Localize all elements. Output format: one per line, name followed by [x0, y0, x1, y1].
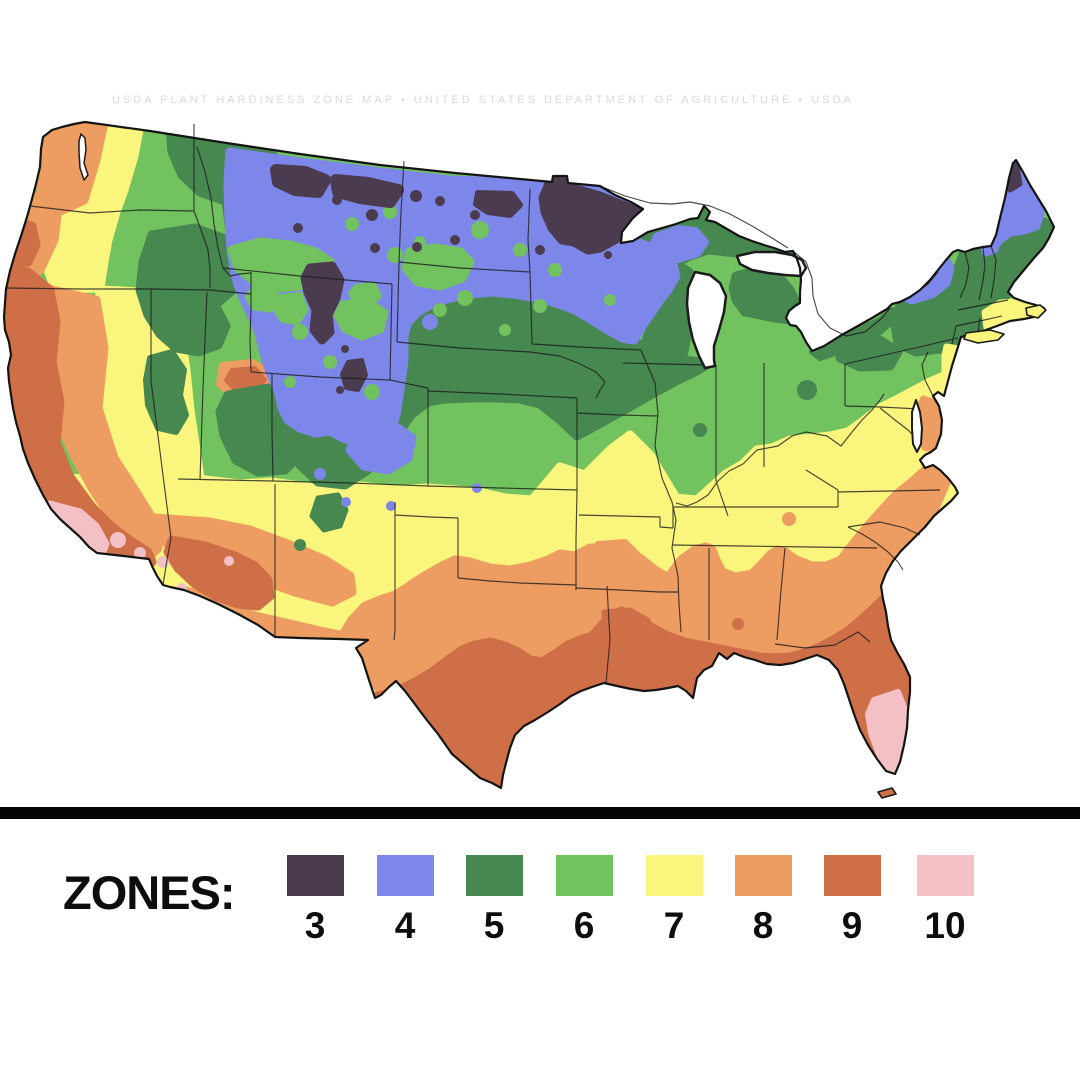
svg-text:ZONES:: ZONES:	[63, 866, 235, 919]
svg-text:10: 10	[924, 905, 965, 946]
svg-text:8: 8	[753, 905, 774, 946]
svg-text:9: 9	[842, 905, 863, 946]
svg-text:3: 3	[305, 905, 326, 946]
svg-text:6: 6	[574, 905, 595, 946]
svg-text:USDA PLANT HARDINESS ZONE MAP: USDA PLANT HARDINESS ZONE MAP • UNITED S…	[112, 94, 854, 106]
svg-text:7: 7	[664, 905, 685, 946]
svg-text:5: 5	[484, 905, 505, 946]
svg-text:4: 4	[395, 905, 416, 946]
